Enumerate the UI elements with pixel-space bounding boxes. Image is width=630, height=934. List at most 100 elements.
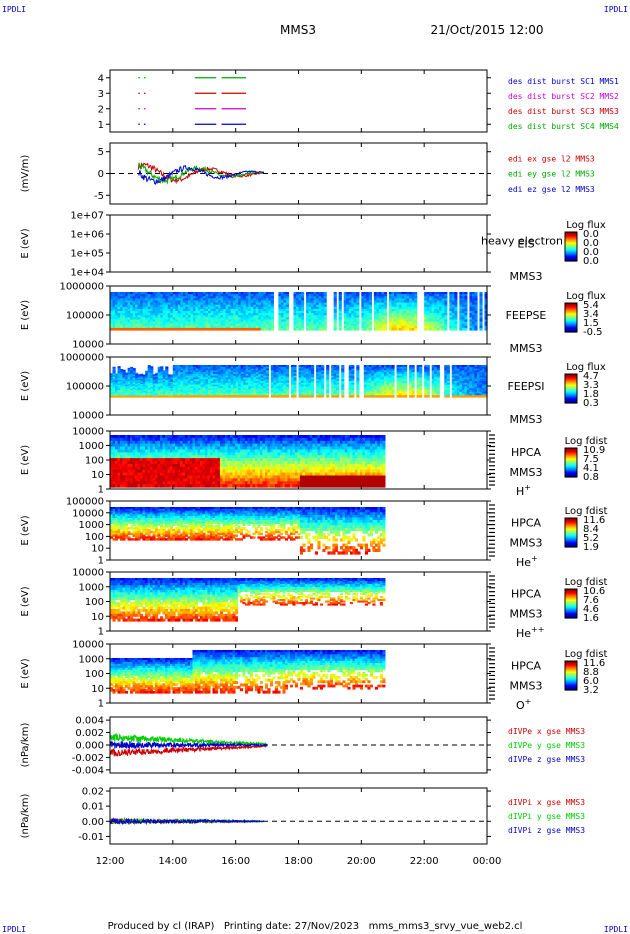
heatmap-cell — [162, 292, 166, 295]
heatmap-cell — [484, 327, 488, 331]
heatmap-cell — [213, 395, 217, 398]
heatmap-cell — [388, 377, 393, 380]
heatmap-cell — [110, 484, 114, 488]
heatmap-cell — [466, 384, 471, 387]
heatmap-cell — [479, 296, 483, 299]
heatmap-cell — [135, 383, 139, 386]
heatmap-cell — [157, 370, 161, 373]
heatmap-cell — [210, 391, 214, 395]
heatmap-cell — [283, 366, 287, 370]
heatmap-cell — [376, 319, 380, 323]
heatmap-cell — [436, 389, 440, 393]
heatmap-cell — [110, 437, 114, 442]
heatmap-cell — [223, 382, 227, 386]
heatmap-cell — [233, 308, 237, 312]
heatmap-cell — [373, 377, 378, 380]
heatmap-cell — [255, 298, 259, 302]
heatmap-cell — [399, 375, 403, 379]
heatmap-cell — [280, 302, 285, 306]
heatmap-cell — [162, 383, 166, 386]
heatmap-cell — [210, 370, 214, 373]
heatmap-cell — [220, 377, 224, 380]
heatmap-cell — [127, 296, 131, 299]
heatmap-cell — [195, 317, 199, 321]
heatmap-cell — [326, 382, 330, 386]
colorbar-cell — [565, 396, 577, 399]
heatmap-cell — [210, 384, 214, 387]
heatmap-cell — [301, 384, 305, 387]
heatmap-cell — [182, 373, 186, 377]
heatmap-cell — [220, 386, 224, 389]
heatmap-cell — [388, 372, 393, 375]
heatmap-cell — [439, 292, 443, 295]
heatmap-cell — [343, 323, 347, 327]
heatmap-cell — [192, 379, 197, 382]
heatmap-cell — [248, 384, 252, 387]
heatmap-cell — [238, 321, 242, 325]
heatmap-cell — [110, 458, 114, 462]
heatmap-cell — [479, 368, 483, 371]
heatmap-cell — [167, 385, 171, 388]
heatmap-cell — [170, 323, 174, 327]
heatmap-cell — [223, 296, 227, 299]
heatmap-cell — [454, 304, 458, 308]
heatmap-cell — [471, 382, 476, 386]
heatmap-cell — [160, 319, 164, 323]
heatmap-cell — [409, 315, 413, 318]
heatmap-cell — [464, 366, 468, 370]
heatmap-cell — [192, 368, 197, 371]
heatmap-cell — [363, 377, 367, 380]
heatmap-cell — [411, 379, 415, 382]
heatmap-cell — [368, 296, 372, 299]
heatmap-cell — [260, 308, 264, 312]
heatmap-cell — [192, 300, 197, 304]
heatmap-cell — [263, 368, 267, 371]
heatmap-cell — [303, 370, 307, 373]
heatmap-cell — [135, 300, 139, 304]
heatmap-cell — [132, 298, 136, 302]
heatmap-cell — [258, 391, 262, 395]
heatmap-cell — [303, 365, 307, 368]
heatmap-cell — [185, 304, 189, 308]
heatmap-cell — [306, 370, 310, 373]
heatmap-cell — [469, 317, 473, 321]
heatmap-cell — [248, 296, 252, 299]
heatmap-cell — [202, 379, 207, 382]
heatmap-cell — [459, 375, 463, 379]
heatmap-cell — [361, 323, 365, 327]
heatmap-cell — [404, 388, 408, 391]
heatmap-cell — [150, 367, 154, 371]
heatmap-cell — [348, 300, 352, 304]
heatmap-cell — [383, 313, 388, 316]
colorbar-cell — [565, 246, 577, 249]
heatmap-cell — [273, 372, 277, 375]
heatmap-cell — [250, 393, 254, 396]
heatmap-cell — [283, 325, 287, 329]
heatmap-cell — [376, 315, 380, 318]
heatmap-cell — [306, 319, 310, 323]
heatmap-cell — [263, 375, 267, 379]
heatmap-cell — [112, 455, 116, 459]
heatmap-cell — [185, 377, 189, 380]
heatmap-cell — [378, 319, 383, 323]
heatmap-cell — [152, 325, 156, 329]
heatmap-cell — [210, 304, 214, 308]
heatmap-cell — [474, 384, 478, 387]
heatmap-cell — [283, 296, 287, 299]
heatmap-cell — [386, 391, 390, 395]
heatmap-cell — [474, 304, 478, 308]
heatmap-cell — [298, 377, 302, 380]
heatmap-cell — [152, 376, 156, 379]
heatmap-cell — [376, 366, 380, 370]
heatmap-cell — [152, 384, 156, 387]
heatmap-cell — [356, 365, 360, 368]
heatmap-cell — [215, 300, 219, 304]
heatmap-cell — [459, 388, 463, 391]
heatmap-cell — [361, 308, 365, 312]
heatmap-cell — [120, 379, 124, 383]
heatmap-cell — [318, 300, 322, 304]
heatmap-cell — [260, 313, 264, 316]
heatmap-cell — [248, 319, 252, 323]
heatmap-cell — [469, 366, 473, 370]
heatmap-cell — [180, 294, 184, 297]
